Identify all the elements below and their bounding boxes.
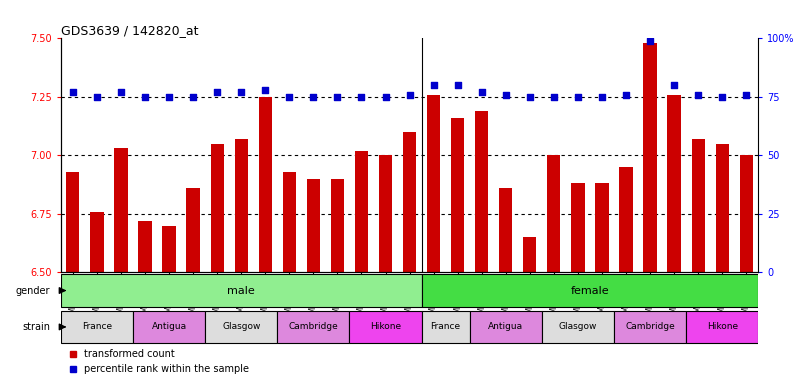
Bar <box>133 311 205 343</box>
Bar <box>277 311 350 343</box>
Bar <box>162 225 176 272</box>
Point <box>523 94 536 100</box>
Bar <box>620 167 633 272</box>
Text: France: France <box>82 323 112 331</box>
Bar <box>331 179 344 272</box>
Point <box>139 94 152 100</box>
Point <box>331 94 344 100</box>
Bar <box>379 156 393 272</box>
Bar <box>350 311 422 343</box>
Point <box>716 94 729 100</box>
Bar <box>211 144 224 272</box>
Bar <box>571 184 585 272</box>
Text: percentile rank within the sample: percentile rank within the sample <box>84 364 249 374</box>
Bar <box>475 111 488 272</box>
Point <box>740 91 753 98</box>
Point <box>114 89 127 95</box>
Text: male: male <box>227 286 255 296</box>
Point <box>644 38 657 44</box>
Point <box>667 82 680 88</box>
Text: transformed count: transformed count <box>84 349 174 359</box>
Point <box>211 89 224 95</box>
Point <box>283 94 296 100</box>
Bar <box>187 188 200 272</box>
Point <box>427 82 440 88</box>
Point <box>595 94 608 100</box>
Bar <box>355 151 368 272</box>
Bar <box>470 311 542 343</box>
Point <box>572 94 585 100</box>
Bar <box>90 212 104 272</box>
Text: Cambridge: Cambridge <box>289 323 338 331</box>
Bar <box>139 221 152 272</box>
Text: Hikone: Hikone <box>706 323 738 331</box>
Point <box>379 94 392 100</box>
Point <box>692 91 705 98</box>
Bar <box>283 172 296 272</box>
Point <box>547 94 560 100</box>
Bar <box>205 311 277 343</box>
Point <box>90 94 103 100</box>
Bar <box>259 97 272 272</box>
Point <box>620 91 633 98</box>
Point <box>475 89 488 95</box>
Bar <box>114 148 127 272</box>
Point <box>234 89 247 95</box>
Bar <box>595 184 608 272</box>
Point <box>187 94 200 100</box>
Bar <box>523 237 536 272</box>
Bar <box>422 274 758 307</box>
Bar <box>715 144 729 272</box>
Point <box>162 94 175 100</box>
Bar <box>422 311 470 343</box>
Bar <box>451 118 464 272</box>
Text: gender: gender <box>16 286 50 296</box>
Bar <box>643 43 657 272</box>
Point <box>307 94 320 100</box>
Point <box>403 91 416 98</box>
Point <box>355 94 368 100</box>
Text: Glasgow: Glasgow <box>559 323 597 331</box>
Text: Antigua: Antigua <box>152 323 187 331</box>
Text: France: France <box>431 323 461 331</box>
Bar <box>692 139 705 272</box>
Text: GDS3639 / 142820_at: GDS3639 / 142820_at <box>61 24 199 37</box>
Bar <box>234 139 248 272</box>
Bar <box>667 94 680 272</box>
Bar <box>547 156 560 272</box>
Text: Hikone: Hikone <box>370 323 401 331</box>
Text: female: female <box>571 286 609 296</box>
Bar <box>542 311 614 343</box>
Point <box>67 89 79 95</box>
Text: strain: strain <box>23 322 50 332</box>
Bar <box>403 132 416 272</box>
Point <box>500 91 513 98</box>
Bar <box>61 274 422 307</box>
Text: Cambridge: Cambridge <box>625 323 675 331</box>
Bar <box>614 311 686 343</box>
Text: Antigua: Antigua <box>488 323 523 331</box>
Bar <box>740 156 753 272</box>
Text: Glasgow: Glasgow <box>222 323 260 331</box>
Bar <box>307 179 320 272</box>
Bar <box>686 311 758 343</box>
Bar <box>427 94 440 272</box>
Bar <box>61 311 133 343</box>
Bar <box>67 172 79 272</box>
Point <box>451 82 464 88</box>
Point <box>259 87 272 93</box>
Bar <box>499 188 513 272</box>
